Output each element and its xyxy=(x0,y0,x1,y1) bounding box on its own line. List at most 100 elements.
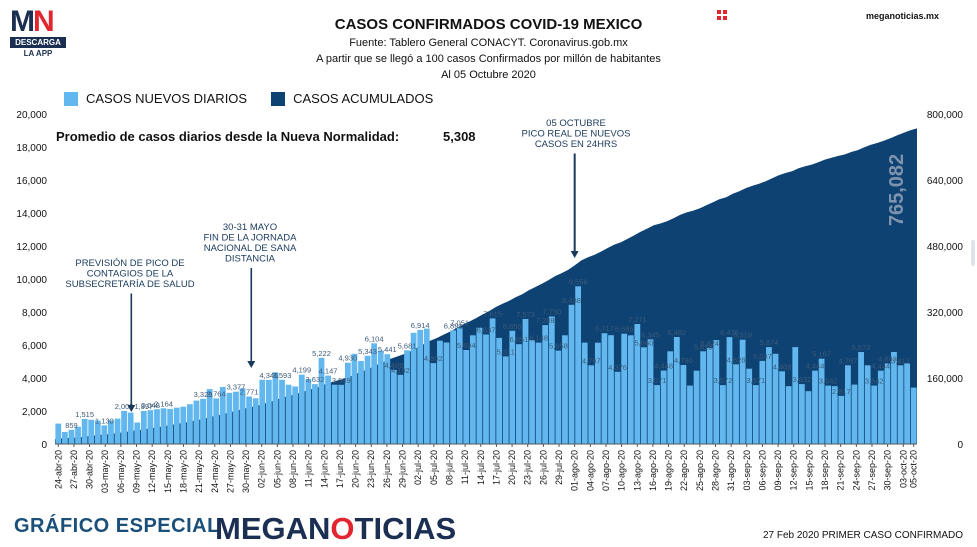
daily-bar xyxy=(160,408,167,444)
daily-bar xyxy=(884,363,891,444)
annotation-text: 30-31 MAYO xyxy=(223,222,277,233)
x-tick-label: 18-may-20 xyxy=(179,450,189,493)
x-tick-label: 08-jul-20 xyxy=(445,450,455,485)
x-tick-label: 30-sep-20 xyxy=(883,450,893,491)
daily-bar xyxy=(594,342,601,444)
grid-icon[interactable] xyxy=(717,10,727,20)
scrollbar[interactable] xyxy=(971,240,975,266)
daily-bar xyxy=(845,365,851,444)
daily-value-label: 3,632 xyxy=(306,375,325,384)
annotation-text: NACIONAL DE SANA xyxy=(204,243,297,254)
y-left-tick-label: 18,000 xyxy=(16,143,47,154)
daily-bar xyxy=(338,384,345,444)
chart-note: A partir que se llegó a 100 casos Confir… xyxy=(316,53,661,65)
daily-bar xyxy=(443,342,450,444)
y-left-tick-label: 10,000 xyxy=(16,275,47,286)
daily-value-label: 2,164 xyxy=(154,399,173,408)
daily-bar xyxy=(858,352,864,444)
daily-bar xyxy=(305,379,312,444)
daily-value-label: 7,573 xyxy=(516,310,535,319)
daily-value-label: 5,874 xyxy=(760,338,779,347)
daily-bar xyxy=(693,370,700,444)
daily-value-label: 5,681 xyxy=(398,341,417,350)
daily-bar xyxy=(94,420,101,444)
daily-bar xyxy=(298,374,305,444)
daily-bar xyxy=(673,337,680,444)
daily-bar xyxy=(127,412,134,444)
x-tick-label: 03-may-20 xyxy=(100,450,110,493)
daily-bar xyxy=(825,385,832,444)
x-tick-label: 05-oct-20 xyxy=(909,450,919,488)
daily-bar xyxy=(542,325,549,444)
x-tick-label: 07-ago-20 xyxy=(601,450,611,491)
logo-app-label: LA APP xyxy=(23,49,53,58)
x-tick-label: 30-abr-20 xyxy=(85,450,95,489)
daily-bar xyxy=(75,426,81,444)
annotation-text: SUBSECRETARÍA DE SALUD xyxy=(65,279,194,290)
x-tick-label: 24-sep-20 xyxy=(851,450,861,491)
x-tick-label: 03-oct-20 xyxy=(898,450,908,488)
daily-value-label: 6,637 xyxy=(477,325,496,334)
daily-bar xyxy=(206,389,213,444)
daily-bar xyxy=(417,329,424,444)
daily-value-label: 5,658 xyxy=(549,342,568,351)
daily-bar xyxy=(384,354,391,444)
daily-bar xyxy=(509,330,516,444)
legend-swatch-cumulative xyxy=(271,91,286,106)
x-tick-label: 06-may-20 xyxy=(116,450,126,493)
daily-bar xyxy=(581,342,588,444)
average-value: 5,308 xyxy=(443,129,476,144)
x-tick-label: 06-sep-20 xyxy=(757,450,767,491)
daily-bar xyxy=(831,386,838,444)
x-tick-label: 02-jul-20 xyxy=(413,450,423,485)
daily-bar xyxy=(726,337,733,444)
daily-value-label: 2,917 xyxy=(832,387,851,396)
daily-bar xyxy=(167,408,174,444)
daily-value-label: 1,515 xyxy=(75,410,94,419)
daily-bar xyxy=(279,379,285,444)
daily-bar xyxy=(877,370,884,444)
x-tick-label: 14-jul-20 xyxy=(476,450,486,485)
x-tick-label: 28-ago-20 xyxy=(711,450,721,491)
annotation-arrow-head xyxy=(127,405,136,412)
daily-bar xyxy=(647,339,654,444)
daily-value-label: 5,618 xyxy=(694,342,713,351)
daily-bar xyxy=(331,384,338,444)
cumulative-total-label: 765,082 xyxy=(886,154,908,226)
daily-bar xyxy=(239,388,246,444)
legend-swatch-daily xyxy=(64,91,78,106)
footer-brand: MEGANOTICIAS xyxy=(215,511,457,546)
daily-value-label: 1,997 xyxy=(134,402,153,411)
y-right-tick-label: 160,000 xyxy=(927,374,964,385)
x-tick-label: 09-may-20 xyxy=(132,450,142,493)
daily-value-label: 4,448 xyxy=(654,362,673,371)
annotation-text: DISTANCIA xyxy=(225,254,276,265)
daily-bar xyxy=(226,392,233,444)
daily-value-label: 4,346 xyxy=(259,371,278,380)
daily-value-label: 6,345 xyxy=(641,330,660,339)
daily-bar xyxy=(173,407,180,444)
x-tick-label: 24-abr-20 xyxy=(53,450,63,489)
x-tick-label: 15-sep-20 xyxy=(804,450,814,491)
x-tick-label: 14-jun-20 xyxy=(319,450,329,488)
daily-bar xyxy=(785,386,792,444)
daily-value-label: 5,343 xyxy=(358,347,377,356)
annotation-text: PICO REAL DE NUEVOS xyxy=(522,129,631,140)
daily-bar xyxy=(562,335,568,444)
daily-bar xyxy=(818,358,825,444)
site-url[interactable]: meganoticias.mx xyxy=(865,11,939,21)
daily-bar xyxy=(614,371,621,444)
x-tick-label: 24-may-20 xyxy=(210,450,220,493)
y-right-tick-label: 0 xyxy=(957,440,963,451)
daily-value-label: 7,051 xyxy=(450,319,469,328)
daily-bar xyxy=(706,347,713,444)
y-right-tick-label: 320,000 xyxy=(927,308,964,319)
daily-bar xyxy=(390,369,397,444)
y-right-tick-label: 640,000 xyxy=(927,176,964,187)
daily-bar xyxy=(792,347,799,444)
x-tick-label: 21-sep-20 xyxy=(836,450,846,491)
daily-bar xyxy=(660,370,667,444)
daily-value-label: 6,482 xyxy=(667,328,686,337)
daily-bar xyxy=(101,425,108,444)
